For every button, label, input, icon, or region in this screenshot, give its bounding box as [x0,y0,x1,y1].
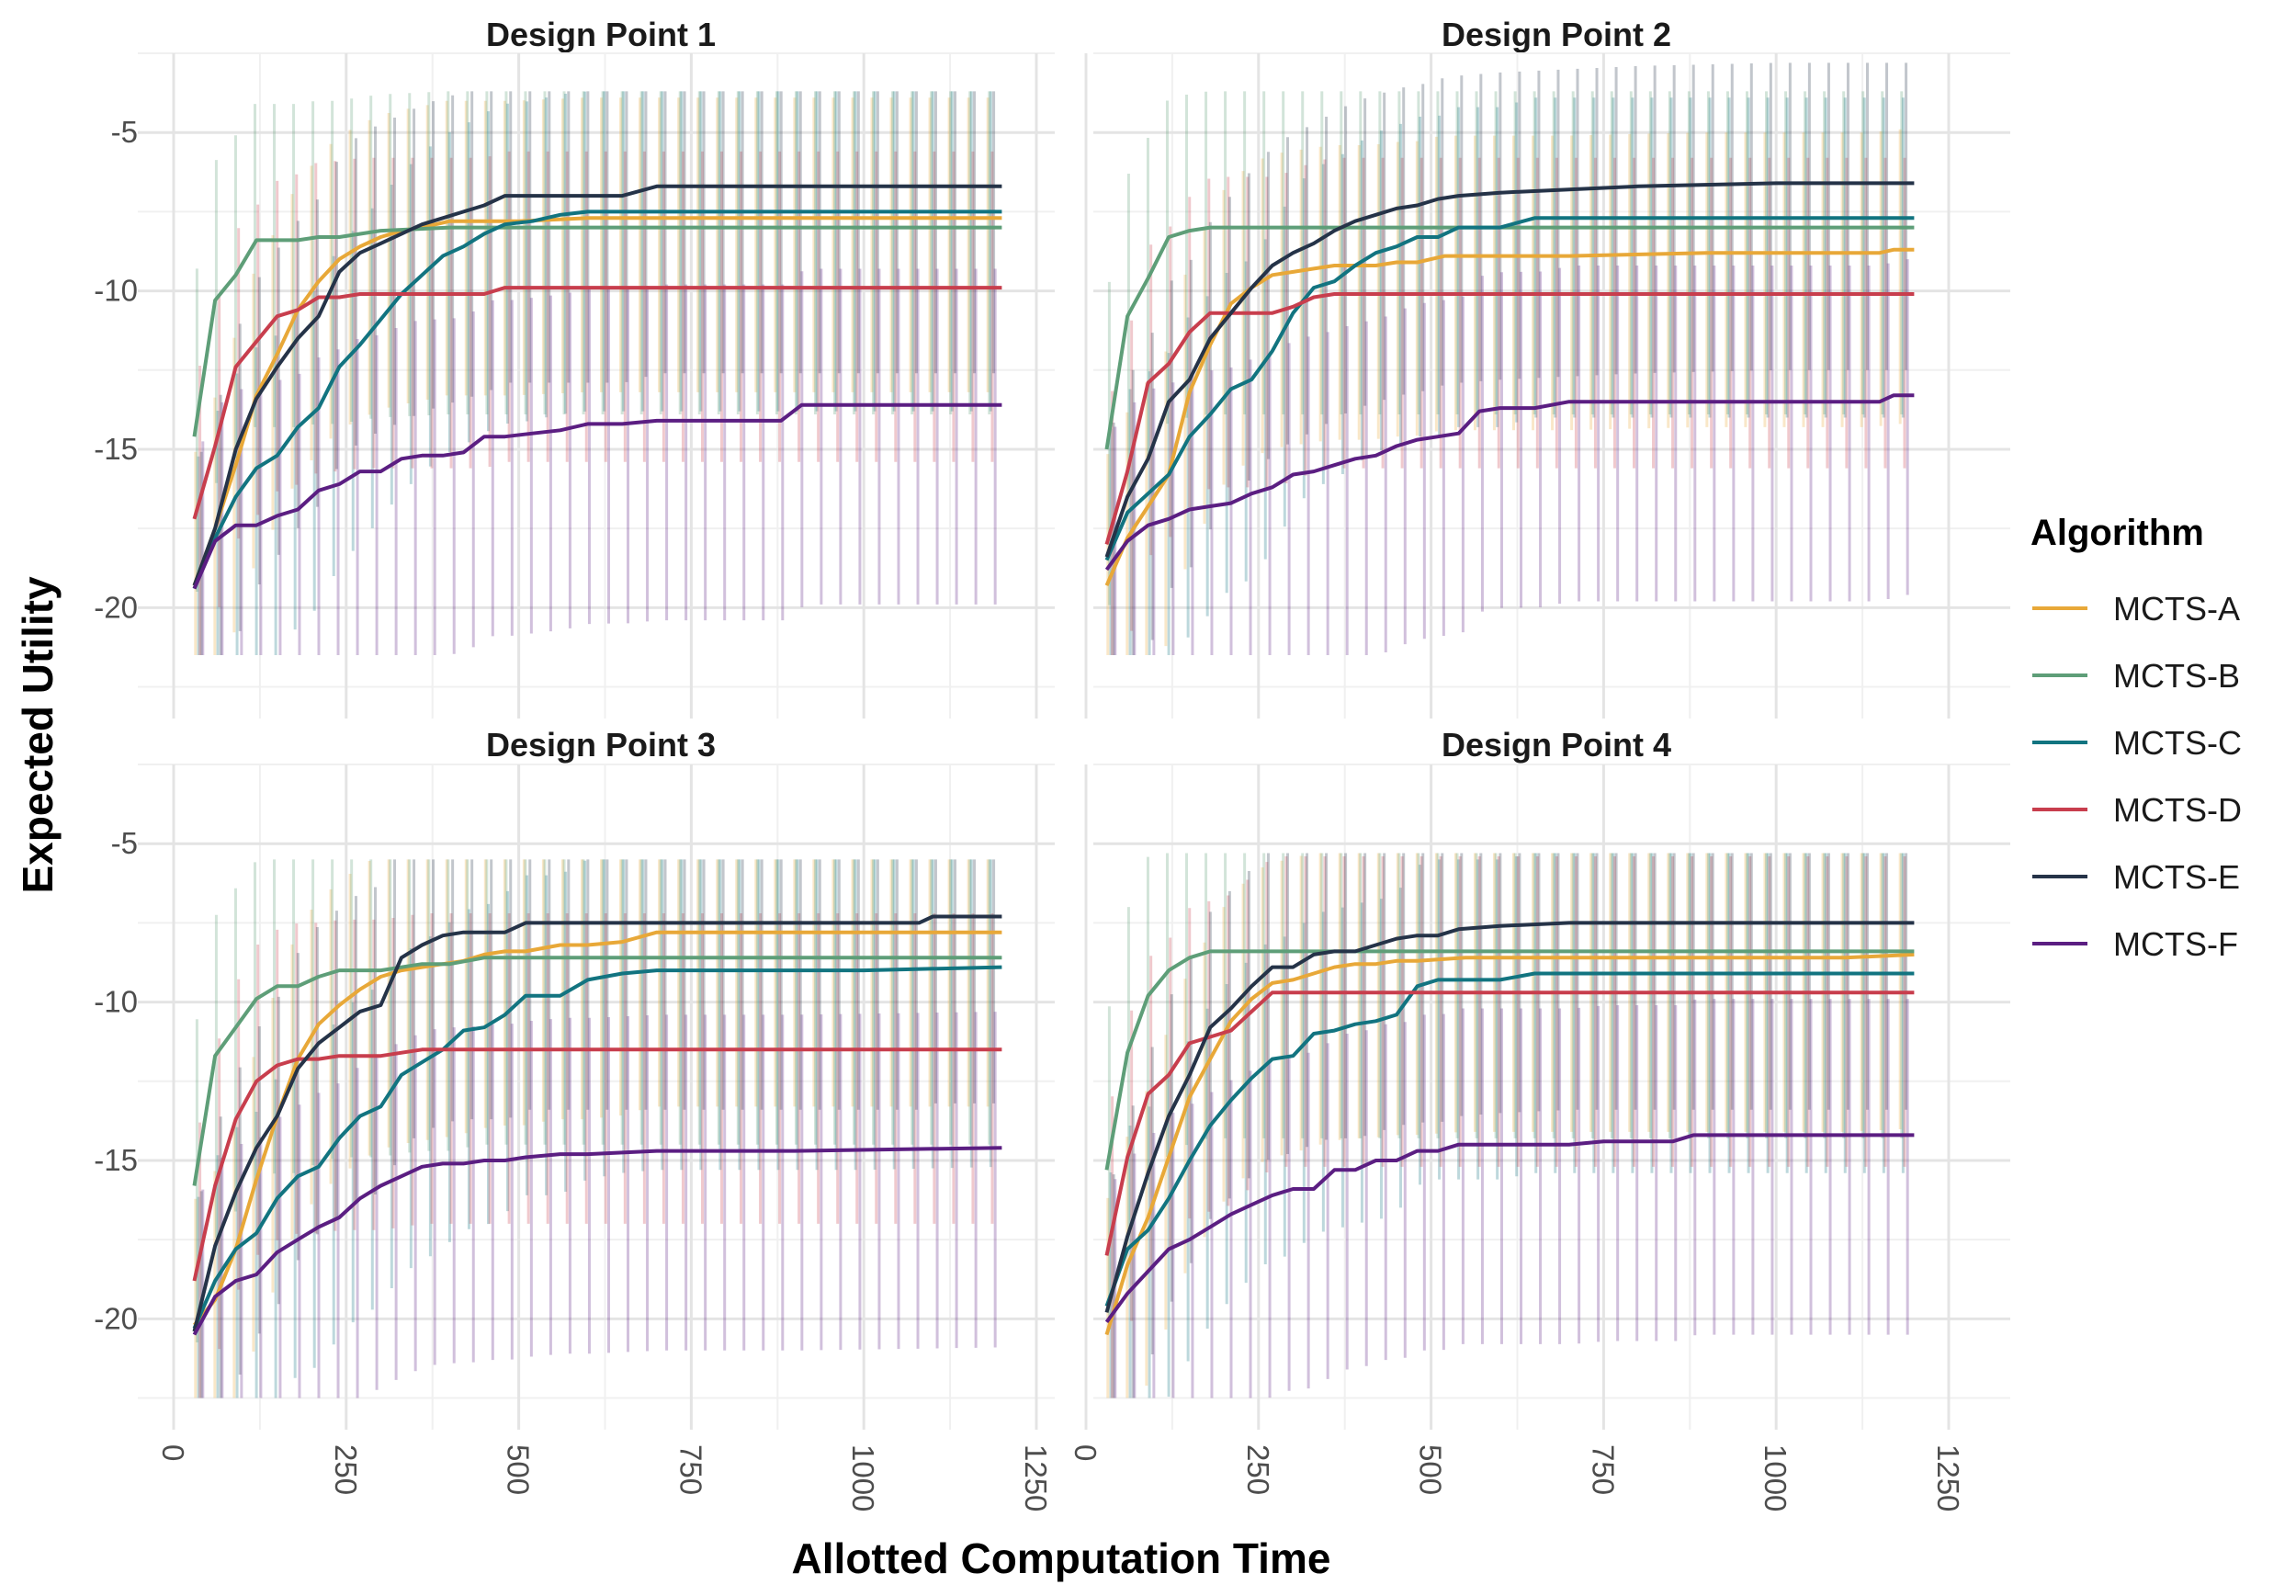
y-tick-label: -10 [94,274,138,308]
series-line-mcts-e [1104,921,1915,1313]
series-line-mcts-d [1104,990,1915,1256]
x-tick-label: 1000 [846,1444,880,1511]
series-line-mcts-c [1104,971,1915,1307]
legend-label: MCTS-B [2113,657,2240,695]
x-tick-label: 500 [502,1444,536,1495]
legend-label: MCTS-E [2113,858,2240,896]
series-line-mcts-b [192,225,1002,437]
y-tick-label: -5 [111,826,138,860]
legend: Algorithm MCTS-A MCTS-B MCTS-C MCTS-D MCTS-E… [2030,513,2242,963]
legend-label: MCTS-F [2113,925,2238,963]
facet-title: Design Point 3 [486,726,716,764]
y-tick-label: -10 [94,985,138,1019]
series-line-mcts-c [192,965,1002,1330]
x-tick-label: 0 [1069,1444,1103,1461]
error-bars [1106,62,1909,656]
legend-label: MCTS-A [2113,590,2240,628]
series-line-mcts-e [192,184,1002,586]
error-bars [1106,853,1909,1398]
x-tick-label: 750 [673,1444,707,1495]
facet-title: Design Point 4 [1442,726,1671,764]
series-line-mcts-d [1104,292,1915,545]
facet-panel: Design Point 4 0 250 500 750 1000 1250 [1069,726,2010,1511]
facet-panel: Design Point 1 -20 -15 -10 -5 [94,16,1055,719]
legend-label: MCTS-C [2113,724,2242,762]
series-line-mcts-f [1104,1133,1915,1323]
series-line-mcts-f [192,1146,1002,1336]
series-line-mcts-b [192,956,1002,1186]
series-line-mcts-b [1104,225,1915,450]
y-tick-label: -5 [111,115,138,149]
facet-title: Design Point 2 [1442,16,1671,53]
x-tick-label: 750 [1586,1444,1620,1495]
x-tick-label: 250 [329,1444,363,1495]
series-line-mcts-c [1104,216,1915,561]
y-tick-label: -15 [94,432,138,466]
series-line-mcts-c [192,209,1002,590]
x-axis-title: Allotted Computation Time [792,1534,1331,1582]
x-tick-label: 1250 [1931,1444,1965,1511]
series-line-mcts-a [1104,247,1915,587]
series-line-mcts-e [1104,181,1915,558]
series-line-mcts-b [1104,949,1915,1171]
y-tick-label: -20 [94,1301,138,1335]
series-line-mcts-a [192,930,1002,1327]
facet-title: Design Point 1 [486,16,716,53]
y-axis-title: Expected Utility [14,576,62,894]
x-tick-label: 0 [156,1444,190,1461]
series-line-mcts-e [192,914,1002,1332]
x-tick-label: 500 [1414,1444,1448,1495]
gridlines [138,52,1055,719]
x-tick-label: 1000 [1759,1444,1793,1511]
series-line-mcts-d [192,1047,1002,1282]
x-tick-label: 1250 [1019,1444,1053,1511]
series-line-mcts-f [192,402,1002,590]
gridlines [138,764,1055,1430]
facet-panel: Design Point 3 -20 -15 -10 -5 0 250 500 750 1000 1… [94,726,1055,1511]
series-line-mcts-f [1104,393,1915,572]
x-tick-label: 250 [1241,1444,1275,1495]
facet-panels: Design Point 1 -20 -15 -10 -5 Design Point 2 D… [94,16,2010,1511]
series-line-mcts-a [1104,952,1915,1336]
legend-title: Algorithm [2030,513,2204,553]
error-bars [194,859,997,1398]
y-tick-label: -15 [94,1143,138,1177]
y-tick-label: -20 [94,590,138,624]
legend-label: MCTS-D [2113,791,2242,829]
facet-panel: Design Point 2 [1084,16,2010,719]
error-bars [194,91,997,656]
